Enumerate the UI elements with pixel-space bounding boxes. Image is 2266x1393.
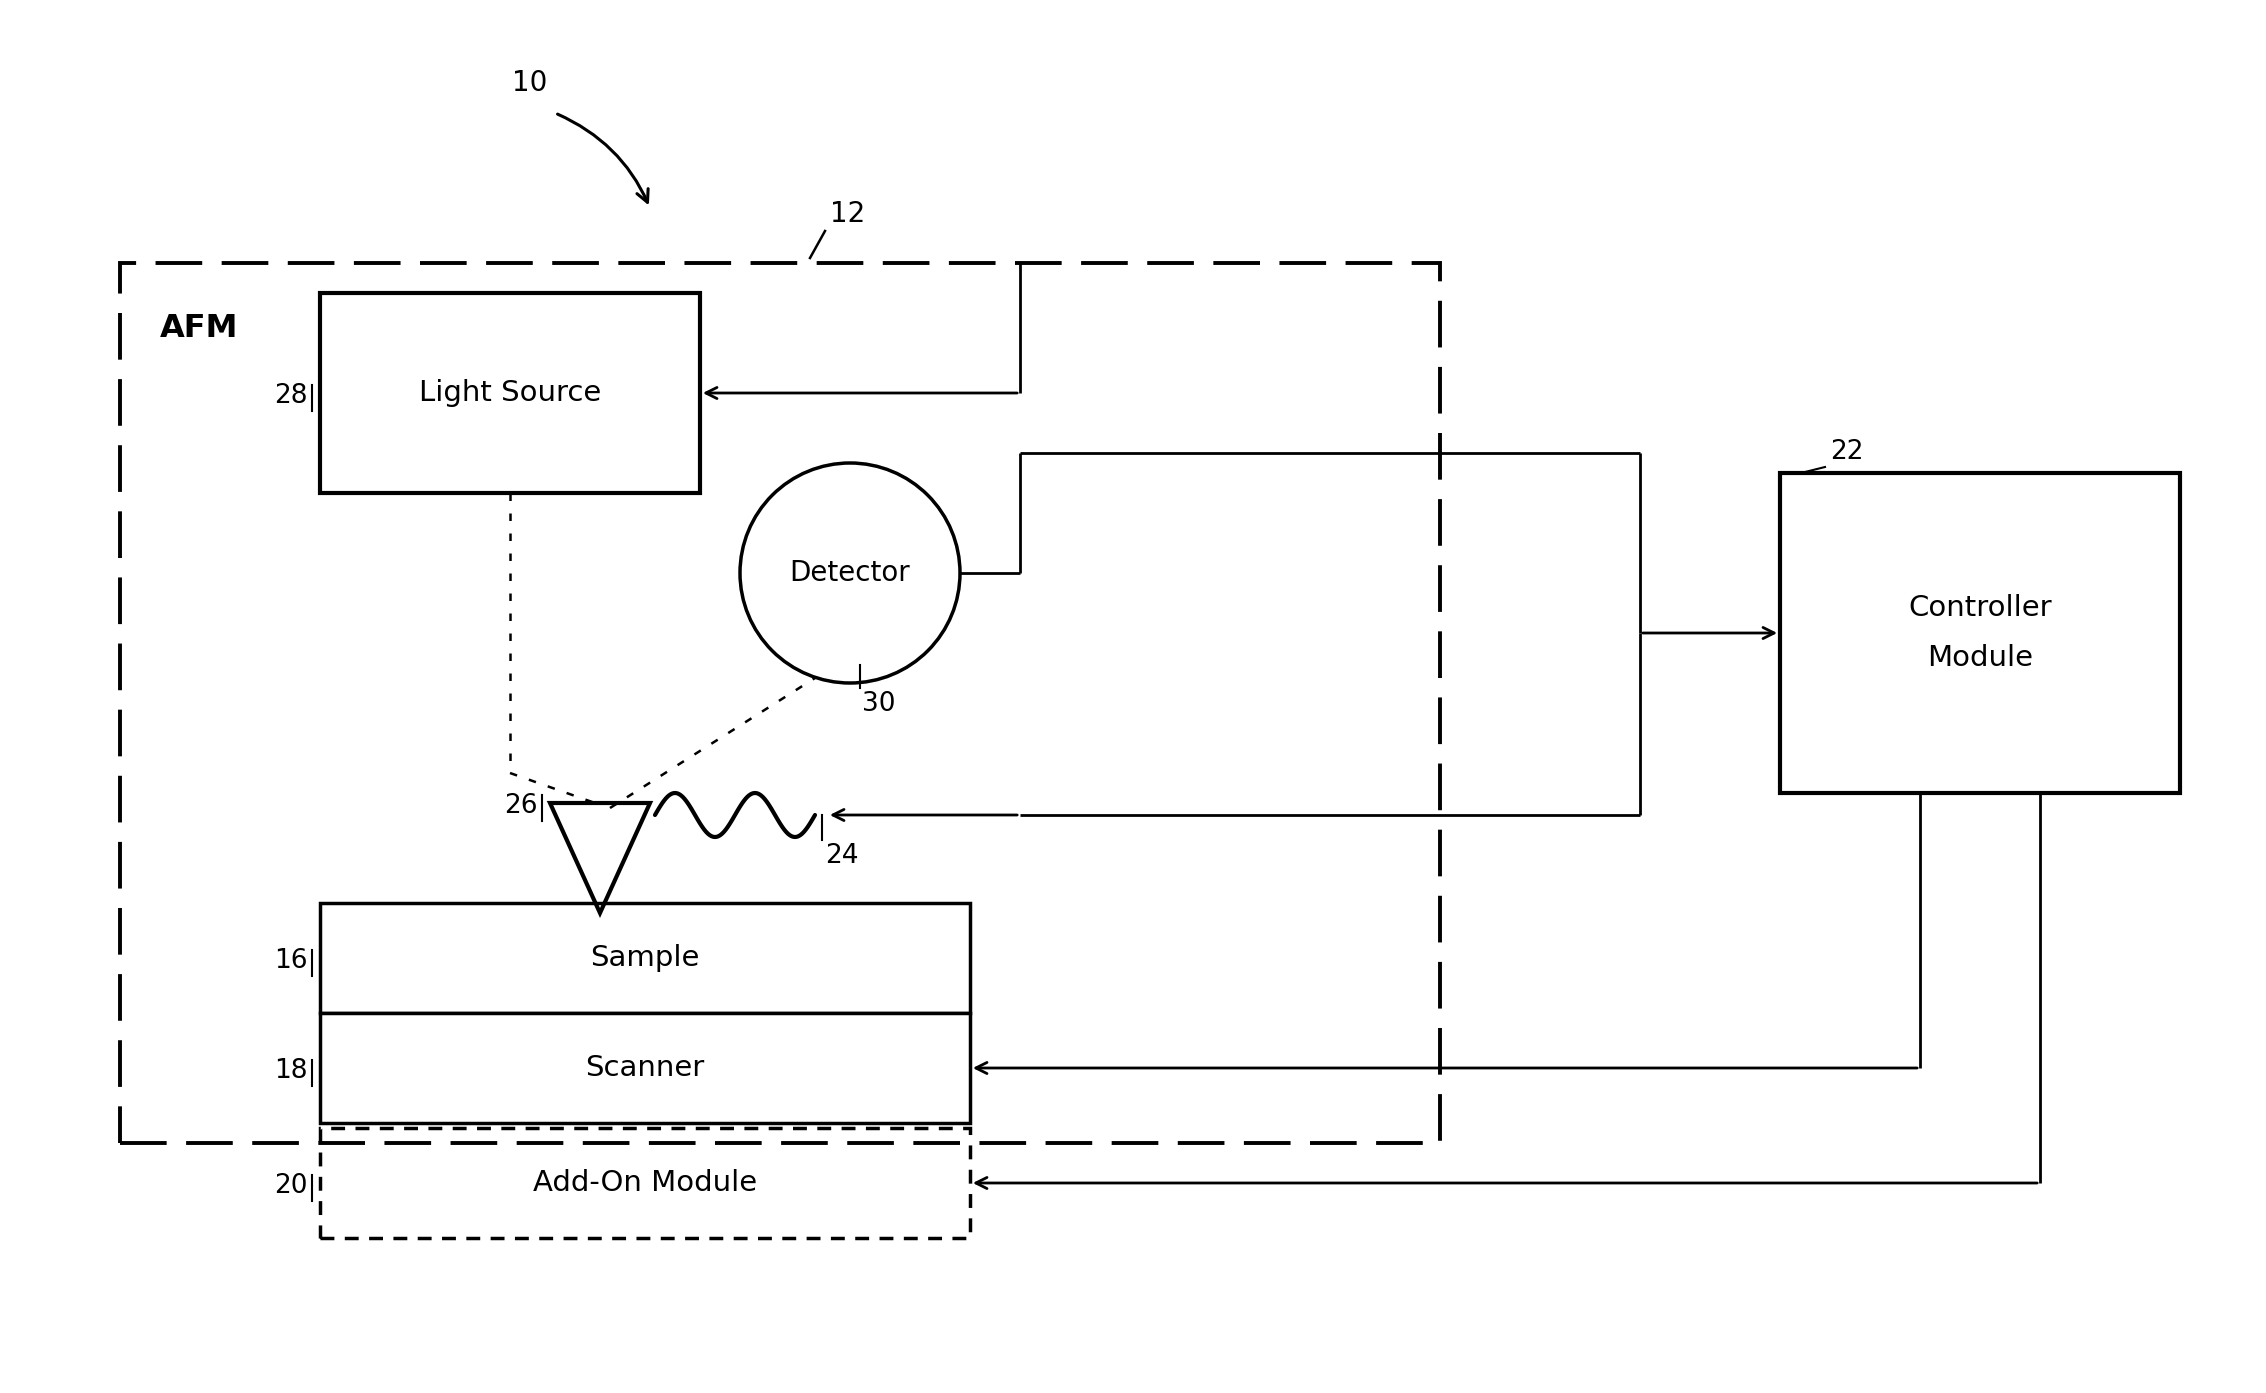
Text: 30: 30 bbox=[861, 691, 895, 717]
Text: 12: 12 bbox=[829, 201, 866, 228]
Text: 16: 16 bbox=[274, 949, 308, 974]
Text: Detector: Detector bbox=[789, 559, 911, 586]
Text: 28: 28 bbox=[274, 383, 308, 410]
Bar bbox=[320, 903, 970, 1013]
Text: 18: 18 bbox=[274, 1059, 308, 1084]
Bar bbox=[1781, 474, 2180, 793]
Text: Scanner: Scanner bbox=[585, 1055, 705, 1082]
Text: 22: 22 bbox=[1831, 439, 1863, 465]
Bar bbox=[320, 293, 700, 493]
Text: 24: 24 bbox=[825, 843, 859, 869]
Text: AFM: AFM bbox=[161, 313, 238, 344]
Text: 26: 26 bbox=[505, 793, 537, 819]
Bar bbox=[120, 263, 1439, 1144]
Text: Controller
Module: Controller Module bbox=[1908, 593, 2051, 671]
Bar bbox=[320, 1013, 970, 1123]
Text: 10: 10 bbox=[512, 70, 548, 98]
Text: Add-On Module: Add-On Module bbox=[533, 1169, 757, 1197]
Text: 20: 20 bbox=[274, 1173, 308, 1199]
Bar bbox=[320, 1128, 970, 1238]
Text: Light Source: Light Source bbox=[419, 379, 600, 407]
Text: Sample: Sample bbox=[591, 944, 700, 972]
